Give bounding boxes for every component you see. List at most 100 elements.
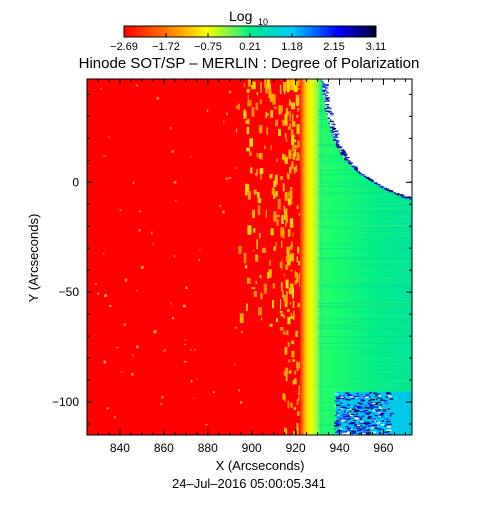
noise-pixel [340,402,342,404]
bright-point [162,350,164,352]
bright-streak [294,378,297,385]
noise-pixel [345,399,347,401]
noise-pixel [340,406,346,408]
noise-pixel [362,411,365,413]
noise-pixel [337,430,343,432]
noise-pixel [367,394,369,397]
noise-pixel [385,393,390,395]
noise-pixel [369,412,372,414]
bright-point [103,155,106,157]
noise-pixel [365,413,368,415]
noise-pixel [337,418,339,420]
noise-pixel [330,114,334,116]
bright-streak [251,106,255,117]
bright-point [124,278,128,282]
x-axis-label: X (Arcseconds) [216,458,305,473]
noise-pixel [337,424,341,426]
bright-streak [245,190,248,196]
bright-streak [296,114,299,118]
bright-streak [290,129,294,136]
noise-pixel [351,428,353,430]
noise-pixel [408,197,411,199]
noise-pixel [357,402,360,404]
bright-streak [271,187,275,195]
bright-streak [292,359,296,362]
noise-pixel [375,394,379,396]
bright-point [138,210,141,213]
bright-streak [253,189,257,195]
noise-pixel [355,416,359,418]
noise-pixel [368,403,371,406]
bright-streak [291,134,295,145]
bright-streak [272,299,275,309]
bright-point [169,127,172,130]
bright-point [234,326,238,329]
scan-stripe [318,182,412,184]
noise-pixel [359,403,364,405]
bright-streak [262,247,266,253]
noise-pixel [364,405,368,407]
noise-pixel [334,136,339,139]
scan-stripe [318,319,412,321]
noise-pixel [335,134,338,136]
bright-streak [288,359,291,363]
scan-stripe [318,284,412,285]
noise-pixel [336,394,339,396]
scan-stripe [318,344,412,346]
noise-pixel [389,412,394,415]
noise-pixel [366,421,370,423]
noise-pixel [338,432,343,434]
bright-streak [255,280,257,284]
bright-point [222,210,225,214]
bright-streak [258,153,263,159]
bright-streak [297,108,299,112]
bright-streak [280,176,283,180]
bright-streak [253,228,256,233]
bright-streak [294,167,296,174]
noise-pixel [384,400,388,402]
noise-pixel [324,96,326,98]
noise-pixel [334,135,338,137]
bright-streak [276,318,278,323]
bright-streak [238,245,242,254]
noise-pixel [374,427,378,429]
bright-streak [283,315,286,319]
bright-streak [287,263,289,268]
noise-pixel [381,420,384,422]
noise-pixel [361,403,364,405]
noise-pixel [329,111,332,113]
noise-pixel [379,404,383,406]
noise-pixel [335,398,340,400]
noise-pixel [387,408,391,410]
noise-pixel [375,409,379,411]
bright-streak [284,394,286,402]
noise-pixel [367,422,372,424]
bright-streak [283,370,287,376]
bright-streak [275,120,278,127]
noise-pixel [336,141,339,143]
bright-streak [247,101,250,107]
bright-streak [283,205,286,212]
noise-pixel [378,417,380,419]
bright-streak [290,79,294,91]
noise-pixel [341,150,345,152]
scan-stripe [318,315,412,317]
noise-pixel [335,140,339,142]
bright-point [108,136,110,138]
bright-streak [247,94,249,102]
bright-streak [266,79,271,89]
noise-pixel [381,186,384,189]
bright-streak [269,174,273,179]
noise-pixel [350,422,356,424]
scan-stripe [318,211,412,213]
noise-pixel [367,417,370,419]
bright-streak [278,128,281,136]
scan-stripe [318,387,412,389]
scan-stripe [318,258,412,260]
noise-pixel [341,413,347,415]
bright-streak [277,198,281,210]
scan-stripe [318,363,412,365]
noise-pixel [362,399,365,401]
noise-pixel [383,431,389,433]
noise-pixel [351,432,356,434]
